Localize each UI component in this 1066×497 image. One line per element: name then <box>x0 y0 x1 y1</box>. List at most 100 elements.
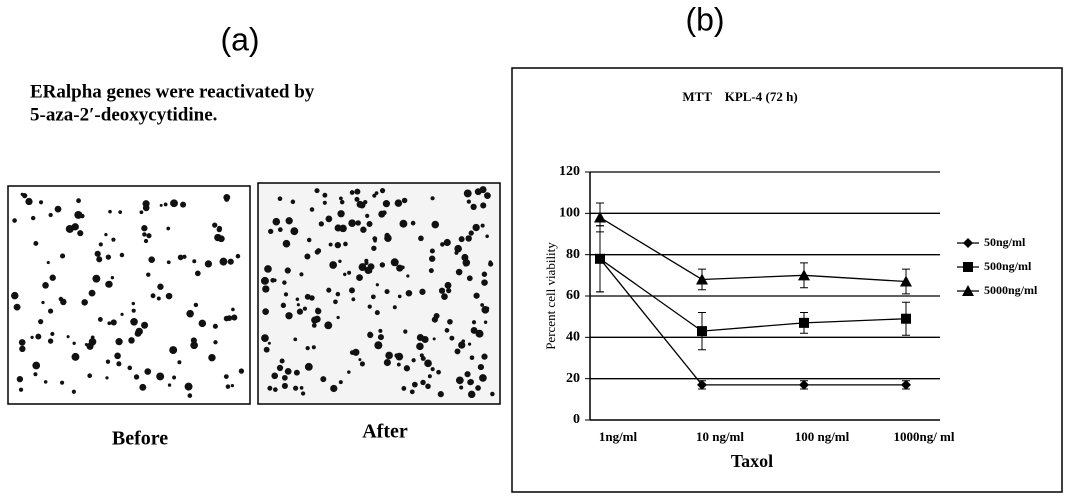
image-label: Before <box>112 428 168 450</box>
cell <box>120 312 124 316</box>
y-tick-label: 120 <box>559 164 580 179</box>
cell <box>146 272 151 277</box>
cell <box>355 220 361 226</box>
cell <box>401 197 408 204</box>
cell <box>204 260 213 268</box>
cell <box>454 348 461 355</box>
cell <box>351 297 356 302</box>
cell <box>411 381 418 388</box>
cell <box>320 376 327 383</box>
cell <box>348 219 356 228</box>
cell <box>329 261 338 269</box>
cell <box>285 217 293 225</box>
cell <box>385 351 393 360</box>
cell <box>231 307 235 312</box>
cell <box>139 383 147 391</box>
cell <box>481 353 488 360</box>
cell <box>397 294 402 299</box>
series-line <box>599 258 906 386</box>
cell <box>235 253 241 259</box>
cell <box>115 338 123 346</box>
cell <box>216 226 222 233</box>
cell <box>339 224 347 233</box>
cell <box>170 199 178 208</box>
cell <box>401 386 407 391</box>
cell <box>12 218 17 223</box>
cell <box>130 317 138 326</box>
cell <box>276 364 284 372</box>
cell <box>304 293 311 300</box>
y-tick-label: 60 <box>566 288 580 303</box>
cell <box>449 335 455 341</box>
chart-frame <box>511 67 1063 493</box>
cell <box>296 308 304 315</box>
cell <box>358 358 362 362</box>
cell <box>472 223 480 232</box>
cell <box>118 210 123 215</box>
cell <box>427 374 432 379</box>
cell <box>446 288 452 294</box>
cell <box>81 299 88 306</box>
cell <box>490 391 495 397</box>
cell <box>339 199 345 205</box>
cell <box>326 287 332 293</box>
cell <box>280 302 287 308</box>
cell <box>338 380 343 385</box>
cell <box>293 369 300 376</box>
cell <box>58 296 64 302</box>
cell <box>367 331 374 339</box>
cell <box>430 196 435 201</box>
cell <box>384 234 392 242</box>
marker <box>697 326 707 337</box>
cell <box>33 372 38 377</box>
cell <box>193 302 199 308</box>
y-axis-label: Percent cell viability <box>543 242 558 350</box>
cell <box>260 276 269 285</box>
cell <box>483 320 488 324</box>
micrograph-after <box>257 182 501 405</box>
cell <box>18 387 24 392</box>
y-tick-label: 0 <box>573 412 580 427</box>
cell <box>166 260 171 265</box>
cell <box>441 293 448 300</box>
cell <box>485 306 490 311</box>
cell <box>217 235 225 243</box>
x-tick-label: 1000ng/ ml <box>893 429 954 444</box>
cell <box>309 207 315 212</box>
cell <box>277 227 283 233</box>
cell <box>97 317 103 322</box>
cell <box>144 368 152 375</box>
cell <box>94 250 101 257</box>
cell <box>41 300 45 305</box>
legend-label: 5000ng/ml <box>984 283 1038 297</box>
cell <box>150 293 156 299</box>
cell <box>72 341 76 345</box>
cell <box>359 361 365 367</box>
cell <box>302 306 307 311</box>
cell <box>186 309 194 318</box>
cell <box>105 359 111 364</box>
caption: 5-aza-2′-deoxycytidine. <box>30 104 217 125</box>
marker <box>962 285 974 296</box>
cell <box>272 217 281 226</box>
cell <box>25 197 33 206</box>
y-tick-label: 100 <box>559 206 580 221</box>
cell <box>333 299 338 305</box>
cell <box>432 337 436 341</box>
cell <box>262 308 269 315</box>
cell <box>71 389 76 394</box>
cell <box>295 297 300 302</box>
cell <box>335 291 341 297</box>
cell <box>364 258 369 263</box>
cell <box>480 223 485 228</box>
micrograph-before <box>7 185 251 405</box>
cell <box>378 210 386 218</box>
cell <box>281 382 288 389</box>
legend-label: 500ng/ml <box>984 259 1032 273</box>
cell <box>107 321 112 326</box>
cell <box>133 374 140 380</box>
cell <box>30 335 34 339</box>
cell <box>337 210 345 218</box>
cell <box>169 346 178 355</box>
cell <box>187 393 193 398</box>
